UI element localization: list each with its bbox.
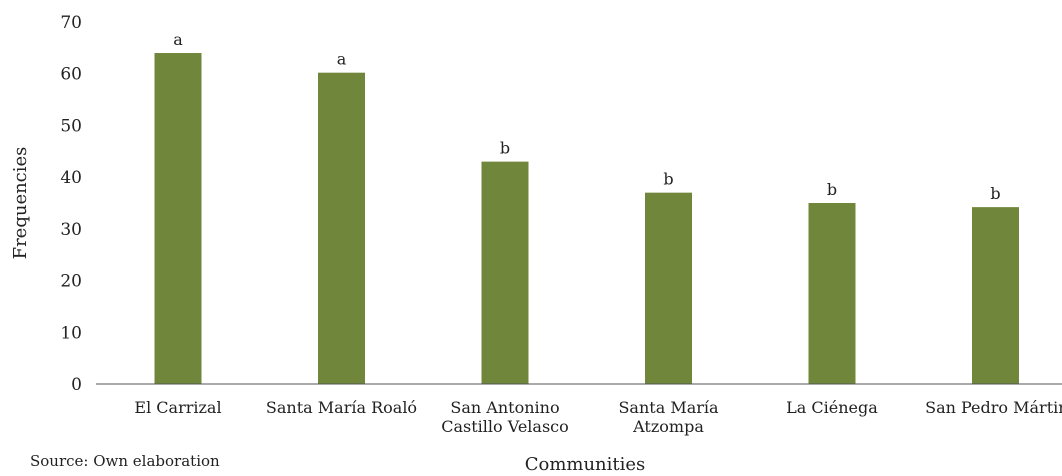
source-note: Source: Own elaboration — [30, 452, 220, 470]
significance-letter: b — [500, 139, 510, 158]
bar — [972, 207, 1019, 384]
bar — [481, 161, 529, 384]
x-axis-title: Communities — [525, 454, 646, 475]
y-tick-label: 60 — [60, 65, 82, 85]
significance-labels: a a b b b b — [173, 30, 1000, 203]
y-tick-label: 40 — [60, 168, 82, 188]
significance-letter: b — [827, 180, 837, 199]
category-label: La Ciénega — [786, 398, 878, 417]
y-tick-label: 20 — [60, 272, 82, 292]
bar — [808, 203, 856, 384]
y-tick-label: 0 — [71, 375, 82, 395]
bar — [645, 192, 692, 384]
y-tick-label: 30 — [60, 220, 82, 240]
category-label: Santa María Roaló — [266, 398, 417, 417]
significance-letter: b — [663, 170, 673, 189]
significance-letter: b — [990, 184, 1000, 203]
x-axis-categories: El Carrizal Santa María Roaló San Antonino… — [134, 398, 1062, 436]
category-label: San Antonino Castillo Velasco — [441, 398, 569, 436]
category-label: El Carrizal — [134, 398, 221, 417]
category-label: Santa María Atzompa — [618, 398, 719, 436]
y-tick-label: 10 — [60, 323, 82, 343]
y-tick-label: 50 — [60, 116, 82, 136]
y-axis-title: Frequencies — [10, 147, 31, 260]
significance-letter: a — [173, 30, 183, 49]
bars — [154, 53, 1019, 385]
y-axis-ticks: 0 10 20 30 40 50 60 70 — [60, 13, 82, 395]
significance-letter: a — [337, 50, 347, 69]
category-label: San Pedro Mártir — [925, 398, 1062, 417]
bar — [318, 72, 365, 385]
bar — [154, 53, 202, 385]
y-tick-label: 70 — [60, 13, 82, 33]
